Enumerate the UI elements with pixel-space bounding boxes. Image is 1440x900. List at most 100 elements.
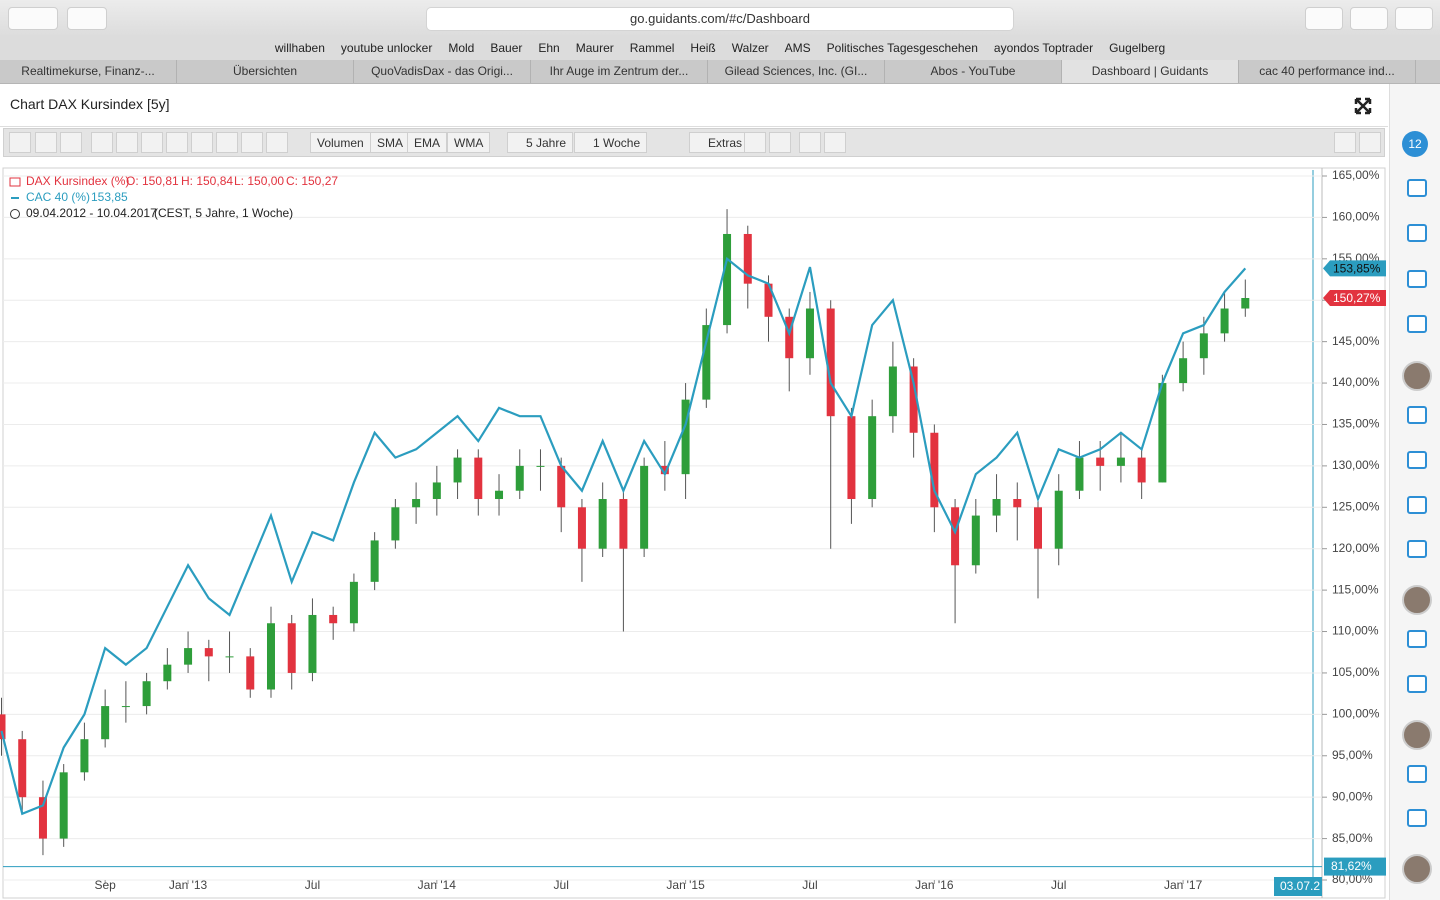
candle-body [785,316,794,359]
bookmark[interactable]: willhaben [274,41,325,55]
candle-body [723,233,732,326]
y-tick-label: 130,00% [1332,458,1380,472]
candle-body [1241,297,1250,309]
avatar[interactable] [1402,585,1432,615]
legend-ohlc: C: 150,27 [286,174,338,188]
tool-icon[interactable] [744,132,766,153]
y-tick-label: 110,00% [1332,624,1379,638]
legend-label: DAX Kursindex (%) [26,174,129,188]
candle-body [598,499,607,549]
widget-icon[interactable] [1407,765,1427,783]
widget-icon[interactable] [1407,406,1427,424]
chart-frame [2,167,1386,899]
legend-label: CAC 40 (%) [26,190,90,204]
url-bar[interactable]: go.guidants.com/#c/Dashboard [426,7,1014,31]
tool-icon[interactable] [769,132,791,153]
tab[interactable]: Ihr Auge im Zentrum der... [531,60,708,83]
tab[interactable]: Dashboard | Guidants [1062,60,1239,83]
tab[interactable]: Abos - YouTube [885,60,1062,83]
tab[interactable]: QuoVadisDax - das Origi... [354,60,531,83]
tool-icon[interactable] [191,132,213,153]
x-tick-label: Jan '16 [915,878,954,892]
candle-body [577,507,586,549]
candle-body [329,614,338,624]
toolbar-button[interactable]: Volumen [310,132,371,153]
widget-icon[interactable] [1407,270,1427,288]
tool-icon[interactable] [9,132,31,153]
toolbar-button[interactable]: Extras [689,132,750,153]
avatar[interactable] [1402,854,1432,884]
tool-icon[interactable] [35,132,57,153]
tool-icon[interactable] [166,132,188,153]
candle-body [536,465,545,467]
tool-icon[interactable] [1334,132,1356,153]
bookmark[interactable]: AMS [784,41,811,55]
right-sidebar: 12 [1389,84,1440,900]
bookmark[interactable]: Politisches Tagesgeschehen [826,41,978,55]
candle-body [909,366,918,433]
nav-buttons[interactable] [8,7,58,30]
badge[interactable]: 12 [1402,131,1428,157]
tab[interactable]: cac 40 performance ind... [1239,60,1416,83]
tool-icon[interactable] [91,132,113,153]
bookmark[interactable]: Ehn [538,41,560,55]
avatar[interactable] [1402,361,1432,391]
browser-toolbar: go.guidants.com/#c/Dashboard [0,0,1440,37]
widget-icon[interactable] [1407,315,1427,333]
panel-title: Chart DAX Kursindex [5y] [10,96,170,112]
bookmark[interactable]: Heiß [690,41,716,55]
tool-icon[interactable] [141,132,163,153]
toolbar-button[interactable]: EMA [407,132,448,153]
tool-icon[interactable] [824,132,846,153]
toolbar-button[interactable]: 1 Woche [574,132,648,153]
last-value-tag [1323,260,1386,277]
widget-icon[interactable] [1407,675,1427,693]
crosshair-date-tag [1274,877,1322,896]
bookmark[interactable]: Rammel [629,41,675,55]
share-button[interactable] [1350,7,1388,30]
tool-icon[interactable] [241,132,263,153]
widget-icon[interactable] [1407,630,1427,648]
widget-icon[interactable] [1407,224,1427,242]
tab[interactable]: Übersichten [177,60,354,83]
tab[interactable]: Realtimekurse, Finanz-... [0,60,177,83]
bookmark[interactable]: Walzer [731,41,769,55]
toolbar-button[interactable]: 5 Jahre [507,132,574,153]
tool-icon[interactable] [60,132,82,153]
bookmark[interactable]: Gugelberg [1109,41,1166,55]
candle-body [1013,499,1022,508]
tab[interactable]: Gilead Sciences, Inc. (GI... [708,60,885,83]
tool-icon[interactable] [216,132,238,153]
tool-icon[interactable] [799,132,821,153]
widget-icon[interactable] [1407,809,1427,827]
bookmark[interactable]: Maurer [575,41,614,55]
tool-icon[interactable] [1359,132,1381,153]
x-tick-label: Jul [554,878,569,892]
candle-body [515,465,524,491]
bookmark[interactable]: Bauer [490,41,523,55]
candle-body [640,465,649,549]
tool-icon[interactable] [266,132,288,153]
toolbar-button[interactable]: SMA [370,132,411,153]
widget-icon[interactable] [1407,179,1427,197]
tool-icon[interactable] [116,132,138,153]
fullscreen-icon[interactable] [1354,97,1372,115]
widget-icon[interactable] [1407,451,1427,469]
bookmark[interactable]: youtube unlocker [340,41,433,55]
date-range: 09.04.2012 - 10.04.2017 [26,206,157,220]
legend-icon [9,177,21,187]
bookmark[interactable]: ayondos Toptrader [993,41,1094,55]
widget-icon[interactable] [1407,540,1427,558]
sidebar-button[interactable] [67,7,107,30]
download-button[interactable] [1305,7,1343,30]
widget-icon[interactable] [1407,496,1427,514]
bookmark[interactable]: Mold [448,41,475,55]
toolbar-button[interactable]: WMA [447,132,491,153]
candle-body [1034,507,1042,549]
x-tick-label: Jul [305,878,320,892]
candle-body [391,507,400,541]
y-tick-label: 85,00% [1332,831,1373,845]
tabs-button[interactable] [1395,7,1433,30]
avatar[interactable] [1402,720,1432,750]
